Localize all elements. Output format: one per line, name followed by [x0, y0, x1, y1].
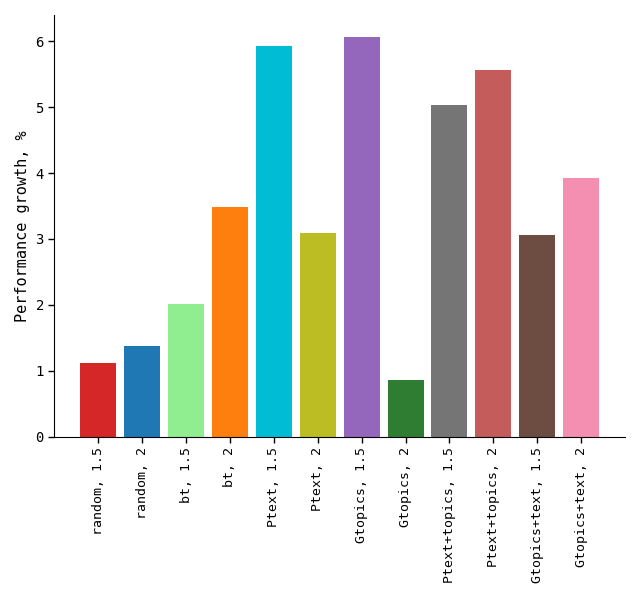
Bar: [256, 46, 292, 437]
Bar: [124, 346, 160, 437]
Bar: [300, 233, 336, 437]
Y-axis label: Performance growth, %: Performance growth, %: [15, 130, 30, 322]
Bar: [476, 70, 511, 437]
Bar: [168, 304, 204, 437]
Bar: [431, 105, 467, 437]
Bar: [212, 207, 248, 437]
Bar: [387, 380, 424, 437]
Bar: [344, 38, 380, 437]
Bar: [519, 235, 555, 437]
Bar: [563, 178, 599, 437]
Bar: [80, 363, 116, 437]
